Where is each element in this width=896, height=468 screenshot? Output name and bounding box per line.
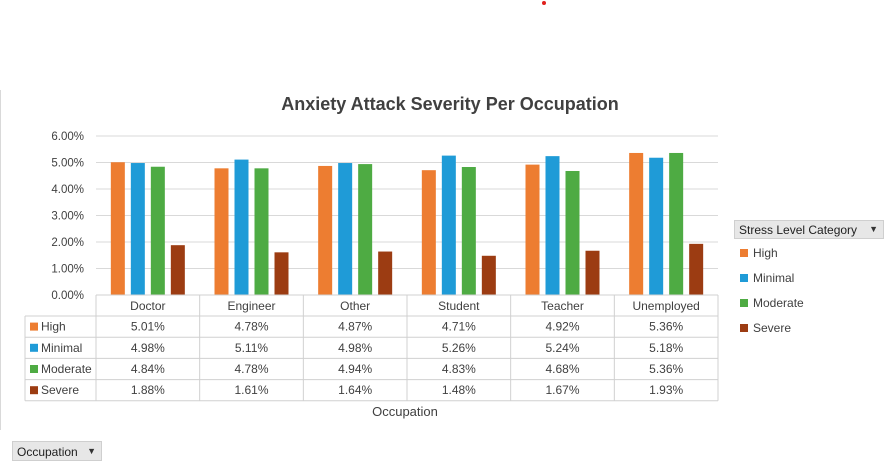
data-label: 4.78% xyxy=(234,362,268,376)
bar-severe xyxy=(170,245,185,295)
bar-high xyxy=(110,162,125,295)
red-dot-marker xyxy=(542,1,546,5)
y-tick-label: 6.00% xyxy=(51,131,84,143)
legend-swatch xyxy=(740,298,748,307)
bar-severe xyxy=(585,250,600,295)
data-label: 4.94% xyxy=(338,362,372,376)
bar-severe xyxy=(274,252,289,295)
legend-label: Severe xyxy=(753,321,792,335)
x-axis-label: Occupation xyxy=(372,404,438,419)
legend-key xyxy=(30,365,38,373)
data-label: 5.18% xyxy=(649,341,683,355)
legend-item-severe: Severe xyxy=(740,321,791,335)
y-tick-label: 4.00% xyxy=(51,184,84,196)
data-label: 4.92% xyxy=(545,320,579,334)
y-tick-label: 0.00% xyxy=(51,290,84,302)
legend-swatch xyxy=(740,273,748,282)
data-label: 5.11% xyxy=(235,341,268,355)
legend-item-high: High xyxy=(740,246,778,260)
data-label: 1.67% xyxy=(545,383,579,397)
bar-minimal xyxy=(545,156,560,295)
data-label: 4.71% xyxy=(442,320,476,334)
legend-item-minimal: Minimal xyxy=(740,271,794,285)
data-label: 5.01% xyxy=(131,320,165,334)
legend-label: Moderate xyxy=(753,296,804,310)
bar-minimal xyxy=(441,155,456,295)
bar-moderate xyxy=(150,166,165,295)
bar-moderate xyxy=(565,170,580,295)
data-label: 4.98% xyxy=(131,341,165,355)
y-tick-label: 5.00% xyxy=(51,158,84,170)
x-category-label: Engineer xyxy=(227,299,275,313)
data-label: 5.36% xyxy=(649,362,683,376)
bar-minimal xyxy=(130,163,145,295)
bar-moderate xyxy=(358,164,373,295)
data-label: 5.26% xyxy=(442,341,476,355)
data-label: 4.78% xyxy=(234,320,268,334)
dropdown-arrow-icon: ▼ xyxy=(869,224,878,234)
bar-severe xyxy=(689,243,704,295)
chart-title: Anxiety Attack Severity Per Occupation xyxy=(281,94,619,114)
legend-filter-button[interactable]: Stress Level Category ▼ xyxy=(734,220,884,239)
data-label: 4.83% xyxy=(442,362,476,376)
occupation-filter-button[interactable]: Occupation ▼ xyxy=(12,441,102,461)
bar-high xyxy=(525,164,540,295)
data-label: 1.61% xyxy=(234,383,268,397)
legend-swatch xyxy=(740,248,748,257)
data-label: 4.87% xyxy=(338,320,372,334)
table-row-label: High xyxy=(41,320,66,334)
table-row-label: Moderate xyxy=(41,362,92,376)
bar-high xyxy=(421,170,436,295)
legend-label: High xyxy=(753,246,778,260)
data-label: 1.88% xyxy=(131,383,165,397)
x-category-label: Doctor xyxy=(130,299,165,313)
bar-minimal xyxy=(649,157,664,295)
bar-minimal xyxy=(338,163,353,295)
bar-severe xyxy=(481,255,496,295)
data-label: 5.36% xyxy=(649,320,683,334)
y-tick-label: 2.00% xyxy=(51,237,84,249)
bar-minimal xyxy=(234,159,249,295)
legend-label: Minimal xyxy=(753,271,795,285)
legend-key xyxy=(30,386,38,395)
data-label: 4.84% xyxy=(131,362,165,376)
data-label: 4.98% xyxy=(338,341,372,355)
x-category-label: Unemployed xyxy=(632,299,699,313)
legend-item-moderate: Moderate xyxy=(740,296,804,310)
data-label: 1.93% xyxy=(649,383,683,397)
dropdown-arrow-icon: ▼ xyxy=(87,446,96,456)
chart-left-border xyxy=(0,90,1,430)
legend-swatch xyxy=(740,323,748,332)
data-label: 1.48% xyxy=(442,383,476,397)
bar-moderate xyxy=(461,167,476,295)
y-tick-label: 1.00% xyxy=(51,264,84,276)
table-row-label: Minimal xyxy=(41,341,82,355)
legend-key xyxy=(30,343,38,352)
bar-high xyxy=(214,168,229,295)
legend-key xyxy=(30,322,38,331)
x-category-label: Teacher xyxy=(541,299,584,313)
data-label: 5.24% xyxy=(545,341,579,355)
data-label: 1.64% xyxy=(338,383,372,397)
x-category-label: Student xyxy=(438,299,480,313)
occupation-filter-label: Occupation xyxy=(17,445,78,459)
bar-severe xyxy=(378,251,393,295)
x-category-label: Other xyxy=(340,299,370,313)
table-row-label: Severe xyxy=(41,383,79,397)
legend-title: Stress Level Category xyxy=(739,223,858,237)
bar-high xyxy=(629,152,644,295)
bar-high xyxy=(318,165,333,295)
y-tick-label: 3.00% xyxy=(51,211,84,223)
bar-moderate xyxy=(254,168,269,295)
data-label: 4.68% xyxy=(545,362,579,376)
bar-moderate xyxy=(669,152,684,295)
